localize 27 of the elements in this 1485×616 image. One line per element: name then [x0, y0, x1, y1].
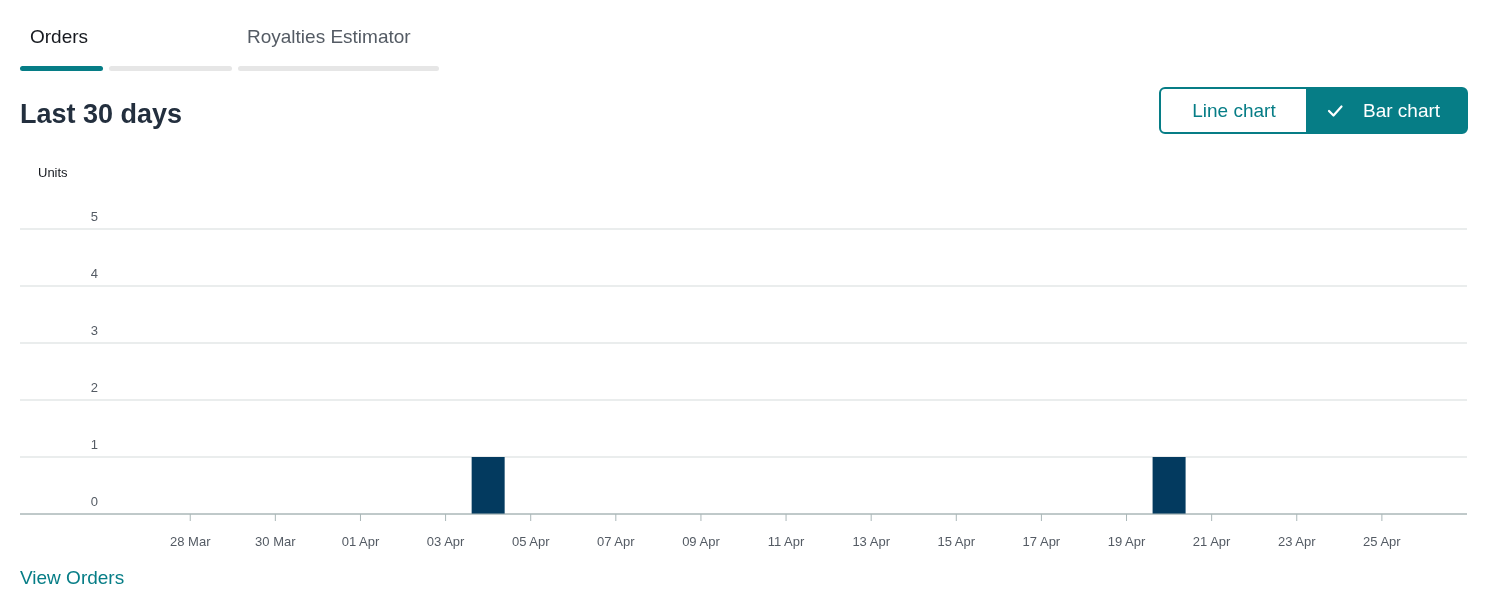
x-tick-label: 23 Apr: [1277, 534, 1317, 549]
x-tick-label: 05 Apr: [511, 534, 551, 549]
x-tick-label: 30 Mar: [255, 534, 297, 549]
y-tick-label: 5: [90, 209, 98, 224]
text: Line chart: [1192, 100, 1277, 121]
y-tick-label: 1: [90, 437, 98, 452]
x-tick-label: 17 Apr: [1022, 534, 1061, 549]
x-tick-label: 03 Apr: [426, 534, 466, 549]
x-tick-label: 07 Apr: [597, 534, 636, 549]
y-tick-label: 3: [90, 323, 98, 338]
x-tick-label: 01 Apr: [341, 534, 380, 549]
text: View Orders: [20, 567, 125, 588]
y-tick-label: 2: [90, 380, 98, 395]
y-axis-title: Units: [38, 165, 69, 180]
x-tick-label: 15 Apr: [937, 534, 976, 549]
x-tick-label: 13 Apr: [852, 534, 891, 549]
tabs: Orders Royalties Estimator: [20, 26, 439, 71]
x-tick-label: 28 Mar: [170, 534, 212, 549]
x-tick-label: 25 Apr: [1363, 534, 1402, 549]
x-tick-label: 21 Apr: [1192, 534, 1232, 549]
text: Bar chart: [1363, 100, 1441, 121]
x-tick-label: 09 Apr: [682, 534, 721, 549]
chart-title: Last 30 days: [20, 99, 183, 129]
x-tick-label: 19 Apr: [1107, 534, 1146, 549]
y-tick-label: 4: [90, 266, 98, 281]
x-tick-label: 11 Apr: [767, 534, 806, 549]
y-tick-label: 0: [90, 494, 98, 509]
